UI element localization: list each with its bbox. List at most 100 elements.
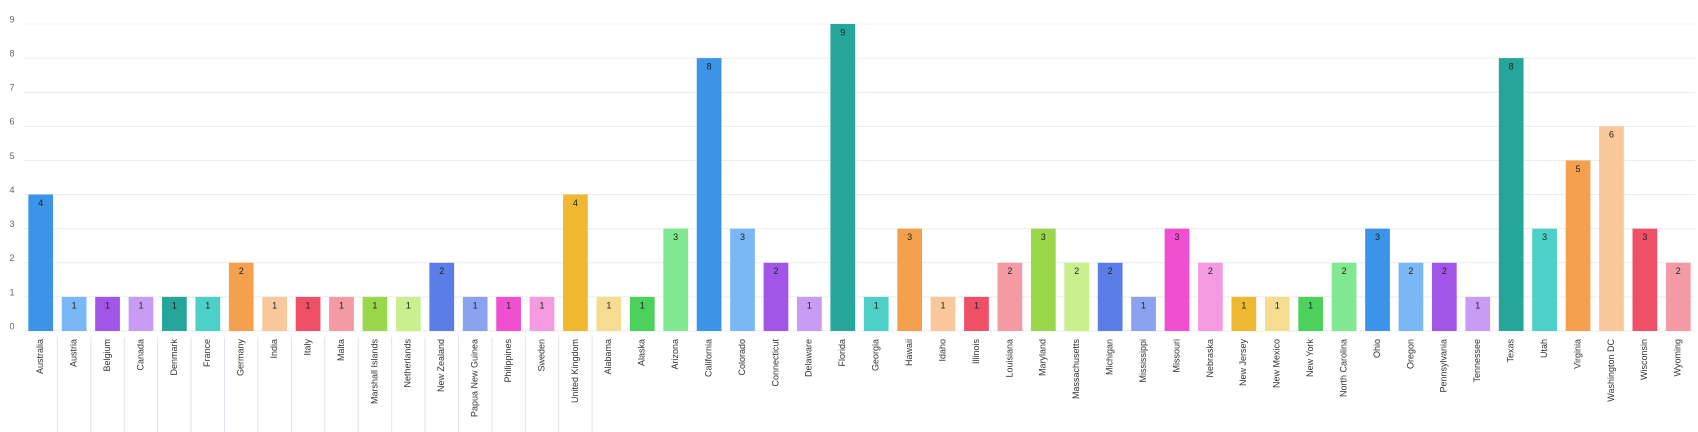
x-tick-label: Missouri <box>1171 339 1181 373</box>
bar <box>1231 296 1257 331</box>
data-label: 1 <box>138 300 143 310</box>
data-label: 1 <box>205 300 210 310</box>
x-tick-label: Germany <box>236 339 246 377</box>
data-label: 9 <box>840 27 845 37</box>
bar <box>897 228 922 331</box>
x-tick-label: Hawaii <box>904 339 914 366</box>
data-label: 2 <box>1108 266 1113 276</box>
x-tick-label: Austria <box>69 339 79 367</box>
data-label: 1 <box>105 300 110 310</box>
bar <box>1264 296 1290 331</box>
data-label: 8 <box>1509 61 1514 71</box>
x-tick-label: Arizona <box>670 339 680 370</box>
x-tick-label: Alaska <box>637 339 647 366</box>
data-label: 1 <box>506 300 511 310</box>
bar <box>1532 228 1557 331</box>
bar <box>1131 296 1156 331</box>
bar <box>1164 228 1190 331</box>
data-label: 1 <box>540 300 545 310</box>
data-label: 1 <box>172 300 177 310</box>
x-tick-label: Nebraska <box>1205 339 1215 378</box>
x-tick-label: Malta <box>336 339 346 361</box>
x-tick-label: Delaware <box>804 339 814 377</box>
data-label: 1 <box>72 300 77 310</box>
bar <box>1331 262 1357 331</box>
bar <box>797 296 822 331</box>
data-label: 5 <box>1576 164 1581 174</box>
bar <box>663 228 689 331</box>
x-tick-label: Belgium <box>102 339 112 372</box>
data-label: 1 <box>941 300 946 310</box>
y-tick-label: 6 <box>9 117 14 127</box>
data-label: 1 <box>1308 300 1313 310</box>
data-label: 1 <box>1241 300 1246 310</box>
x-tick-label: Illinois <box>971 339 981 365</box>
x-tick-label: Alabama <box>603 339 613 375</box>
x-tick-label: Virginia <box>1572 339 1582 369</box>
x-tick-label: Louisiana <box>1004 339 1014 378</box>
data-label: 3 <box>1375 232 1380 242</box>
x-tick-label: Wisconsin <box>1639 339 1649 380</box>
bar <box>696 58 722 331</box>
data-label: 1 <box>974 300 979 310</box>
bar <box>529 296 555 331</box>
data-label: 2 <box>1676 266 1681 276</box>
data-label: 2 <box>439 266 444 276</box>
bar <box>395 296 421 331</box>
x-tick-label: New Jersey <box>1238 339 1248 387</box>
bar <box>329 296 354 331</box>
bar <box>162 296 187 331</box>
x-tick-label: California <box>703 339 713 377</box>
bar <box>1599 126 1624 331</box>
x-tick-label: Georgia <box>871 339 881 371</box>
bar <box>295 296 321 331</box>
data-label: 2 <box>1208 266 1213 276</box>
x-tick-label: Maryland <box>1038 339 1048 376</box>
data-label: 1 <box>473 300 478 310</box>
bar <box>1198 262 1223 331</box>
bar <box>462 296 488 331</box>
bar <box>1465 296 1491 331</box>
bar <box>1064 262 1090 331</box>
y-tick-label: 9 <box>9 14 14 24</box>
bar <box>1632 228 1658 331</box>
x-tick-label: Papua New Guinea <box>470 339 480 417</box>
x-tick-label: Oregon <box>1405 339 1415 369</box>
data-label: 3 <box>740 232 745 242</box>
x-tick-label: Tennessee <box>1472 339 1482 383</box>
bar <box>61 296 87 331</box>
bar <box>1298 296 1324 331</box>
y-tick-label: 8 <box>9 48 14 58</box>
bar <box>362 296 388 331</box>
bar <box>730 228 755 331</box>
y-tick-label: 5 <box>9 151 14 161</box>
bar <box>1030 228 1056 331</box>
data-label: 1 <box>1275 300 1280 310</box>
bar <box>563 194 588 331</box>
x-tick-label: India <box>269 339 279 359</box>
x-tick-label: Pennsylvania <box>1439 339 1449 393</box>
x-tick-label: Texas <box>1506 339 1516 363</box>
data-label: 3 <box>1174 232 1179 242</box>
x-tick-label: Connecticut <box>770 339 780 387</box>
data-label: 8 <box>707 61 712 71</box>
bar <box>1398 262 1424 331</box>
data-label: 1 <box>606 300 611 310</box>
data-label: 1 <box>272 300 277 310</box>
x-tick-label: Michigan <box>1105 339 1115 375</box>
data-label: 2 <box>1074 266 1079 276</box>
x-tick-label: Sweden <box>536 339 546 372</box>
bar <box>1431 262 1457 331</box>
bar <box>1565 160 1591 331</box>
x-tick-label: Canada <box>135 339 145 371</box>
bar <box>496 296 521 331</box>
x-tick-label: Italy <box>302 339 312 356</box>
x-tick-label: Utah <box>1539 339 1549 358</box>
x-tick-label: Florida <box>837 339 847 367</box>
data-label: 1 <box>1475 300 1480 310</box>
bar <box>596 296 622 331</box>
data-label: 4 <box>573 198 578 208</box>
x-tick-label: Australia <box>35 339 45 374</box>
data-label: 4 <box>38 198 43 208</box>
x-tick-label: New Zealand <box>436 339 446 392</box>
